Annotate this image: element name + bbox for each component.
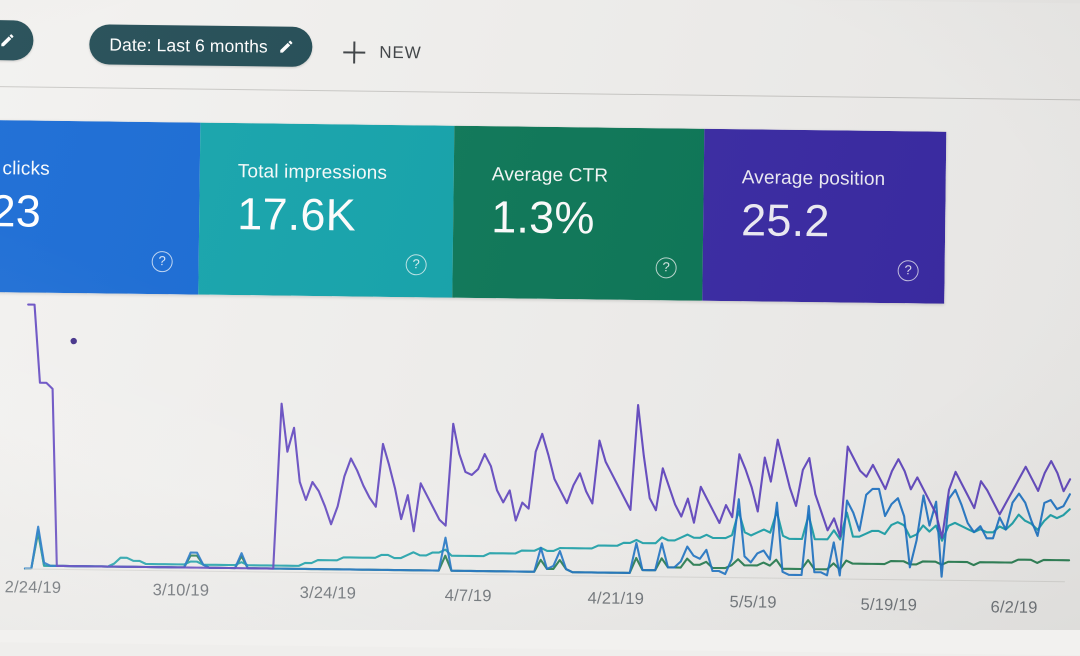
new-filter-button[interactable]: NEW <box>343 36 422 69</box>
total-clicks-card[interactable]: otal clicks 223 ? <box>0 119 201 295</box>
chart-line-average-position <box>27 303 1072 570</box>
plus-icon <box>343 41 365 63</box>
total-impressions-value: 17.6K <box>236 188 357 241</box>
chart-line-total-clicks <box>23 487 1071 578</box>
search-type-chip[interactable]: Web <box>0 19 34 61</box>
date-range-chip[interactable]: Date: Last 6 months <box>89 24 313 67</box>
new-filter-button-label: NEW <box>379 42 422 63</box>
date-range-chip-label: Date: Last 6 months <box>109 34 268 56</box>
total-clicks-label: otal clicks <box>0 158 50 180</box>
help-icon[interactable]: ? <box>897 260 919 282</box>
x-axis-tick-label: 5/19/19 <box>860 595 918 615</box>
pencil-icon <box>1 34 14 47</box>
total-clicks-value: 223 <box>0 184 42 237</box>
average-ctr-card[interactable]: Average CTR 1.3% ? <box>452 125 705 301</box>
help-icon[interactable]: ? <box>151 251 173 273</box>
metric-cards-row: otal clicks 223 ? Total impressions 17.6… <box>0 119 947 304</box>
chart-line-total-impressions <box>23 508 1071 570</box>
x-axis-tick-label: 5/5/19 <box>729 592 777 612</box>
chart-dot-artifact <box>70 337 77 345</box>
total-impressions-card[interactable]: Total impressions 17.6K ? <box>198 122 455 298</box>
average-position-card[interactable]: Average position 25.2 ? <box>702 128 947 304</box>
toolbar-divider <box>0 85 1080 101</box>
performance-chart-svg <box>23 303 1072 578</box>
pencil-icon <box>279 40 292 53</box>
x-axis-tick-label: 3/24/19 <box>299 584 357 603</box>
x-axis-tick-label: 4/21/19 <box>587 589 645 609</box>
average-position-value: 25.2 <box>740 194 830 247</box>
filter-toolbar: Web Date: Last 6 months NEW <box>0 6 1080 78</box>
average-ctr-label: Average CTR <box>491 164 609 187</box>
x-axis-tick-label: 2/24/19 <box>4 578 62 597</box>
help-icon[interactable]: ? <box>405 254 427 276</box>
help-icon[interactable]: ? <box>655 257 677 279</box>
average-position-label: Average position <box>741 167 886 191</box>
performance-chart[interactable] <box>0 290 1080 604</box>
x-axis-tick-label: 3/10/19 <box>152 581 210 600</box>
average-ctr-value: 1.3% <box>490 191 595 244</box>
x-axis-tick-label: 6/2/19 <box>990 598 1038 617</box>
total-impressions-label: Total impressions <box>237 161 388 184</box>
x-axis-tick-label: 4/7/19 <box>444 586 492 606</box>
